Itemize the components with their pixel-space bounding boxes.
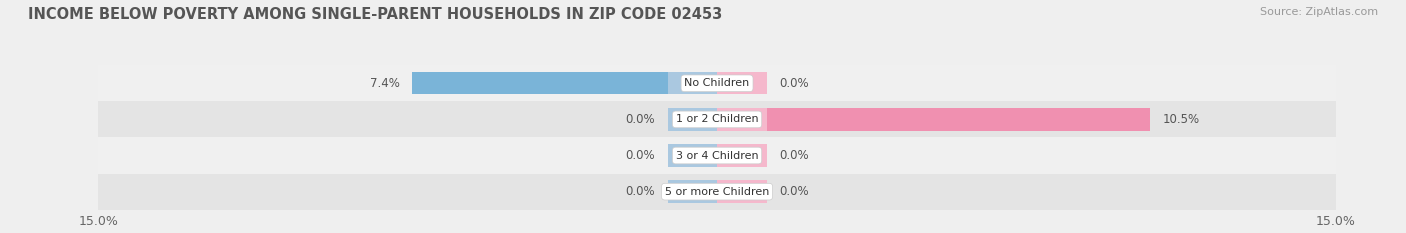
Text: 3 or 4 Children: 3 or 4 Children [676,151,758,161]
Bar [98,65,1336,101]
Text: 0.0%: 0.0% [626,149,655,162]
Bar [98,174,1336,210]
Bar [668,108,717,131]
Bar [717,108,1150,131]
Text: 5 or more Children: 5 or more Children [665,187,769,197]
Text: Source: ZipAtlas.com: Source: ZipAtlas.com [1260,7,1378,17]
Bar [717,108,766,131]
Text: 0.0%: 0.0% [779,185,808,198]
Text: 7.4%: 7.4% [370,77,399,90]
Bar [98,137,1336,174]
Text: 1 or 2 Children: 1 or 2 Children [676,114,758,124]
Text: 0.0%: 0.0% [779,77,808,90]
Text: 0.0%: 0.0% [779,149,808,162]
Bar [717,72,766,95]
Text: 10.5%: 10.5% [1163,113,1199,126]
Bar [717,144,766,167]
Bar [668,72,717,95]
Text: INCOME BELOW POVERTY AMONG SINGLE-PARENT HOUSEHOLDS IN ZIP CODE 02453: INCOME BELOW POVERTY AMONG SINGLE-PARENT… [28,7,723,22]
Bar [98,101,1336,137]
Text: 0.0%: 0.0% [626,185,655,198]
Bar [717,180,766,203]
Bar [668,144,717,167]
Bar [668,180,717,203]
Text: No Children: No Children [685,78,749,88]
Text: 0.0%: 0.0% [626,113,655,126]
Bar [412,72,717,95]
